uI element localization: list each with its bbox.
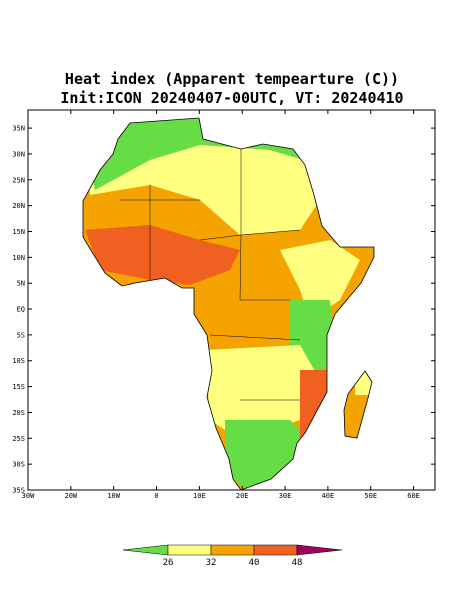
lon-label: 10E <box>193 492 206 500</box>
field <box>225 420 310 490</box>
colorbar-low <box>122 544 169 556</box>
lat-label: 25N <box>12 176 25 184</box>
lon-label: 0 <box>154 492 158 500</box>
colorbar-label: 26 <box>163 558 174 568</box>
lat-label: 10S <box>12 357 25 365</box>
lat-label: 10N <box>12 254 25 262</box>
lon-label: 30E <box>279 492 292 500</box>
colorbar-segment <box>210 544 255 556</box>
colorbar-label: 48 <box>292 558 303 568</box>
lat-label: 20N <box>12 202 25 210</box>
coastline <box>82 117 375 491</box>
colorbar-segment <box>253 544 298 556</box>
lat-label: 5N <box>17 280 25 288</box>
madagascar-coast <box>343 370 373 439</box>
lat-label: 15S <box>12 383 25 391</box>
lat-label: 30N <box>12 150 25 158</box>
field <box>85 225 240 285</box>
lat-label: 20S <box>12 409 25 417</box>
colorbar-label: 40 <box>249 558 260 568</box>
subtitle: Init:ICON 20240407-00UTC, VT: 20240410 <box>60 89 403 107</box>
lon-label: 20E <box>236 492 249 500</box>
colorbar-label: 32 <box>206 558 217 568</box>
lat-label: 15N <box>12 228 25 236</box>
lat-label: EQ <box>17 306 25 314</box>
lat-label: 35N <box>12 125 25 133</box>
lat-label: 30S <box>12 461 25 469</box>
title: Heat index (Apparent tempearture (C)) <box>65 70 399 88</box>
lon-label: 30W <box>22 492 35 500</box>
lon-label: 50E <box>364 492 377 500</box>
lat-label: 5S <box>17 331 25 339</box>
lon-label: 10W <box>107 492 120 500</box>
field <box>205 345 320 440</box>
lon-label: 60E <box>407 492 420 500</box>
colorbar-segment <box>167 544 212 556</box>
lon-label: 40E <box>322 492 335 500</box>
borders <box>120 149 301 401</box>
field <box>280 240 360 320</box>
colorbar-high <box>296 544 343 556</box>
lon-label: 20W <box>65 492 78 500</box>
lat-label: 25S <box>12 435 25 443</box>
lat-label: 35S <box>12 487 25 495</box>
